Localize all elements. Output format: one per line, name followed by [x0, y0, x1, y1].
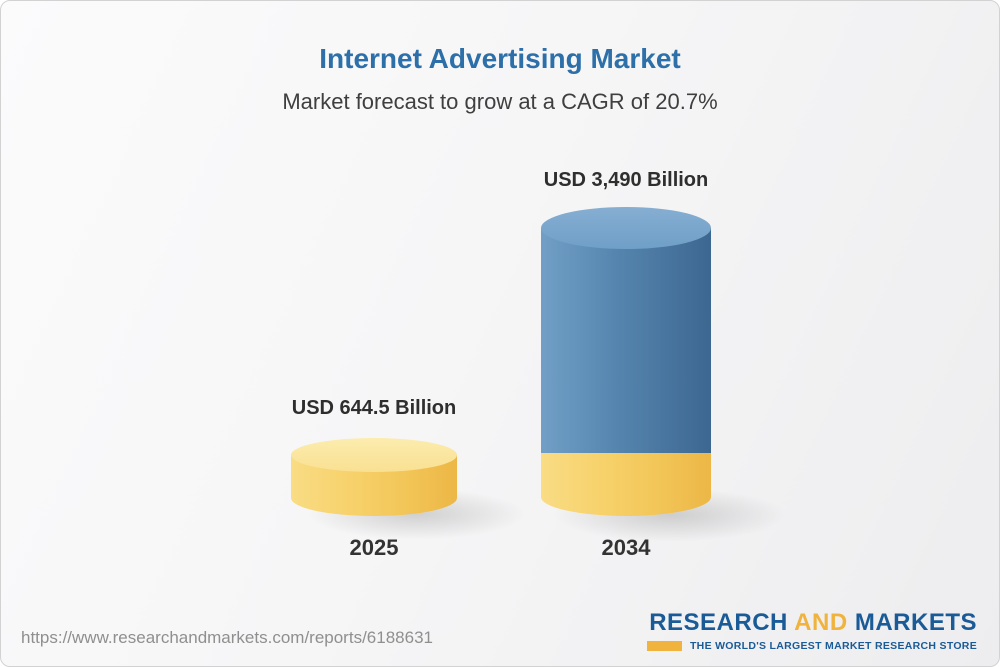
- chart-subtitle: Market forecast to grow at a CAGR of 20.…: [282, 89, 718, 114]
- bar-2025-cylinder: [291, 438, 457, 516]
- value-label-2025: USD 644.5 Billion: [291, 397, 457, 419]
- logo-gold-bar: [647, 641, 682, 651]
- bar-2034-cylinder-body: [541, 228, 711, 453]
- chart-title: Internet Advertising Market: [319, 43, 681, 74]
- logo-tagline-row: THE WORLD'S LARGEST MARKET RESEARCH STOR…: [647, 640, 977, 652]
- logo-tagline: THE WORLD'S LARGEST MARKET RESEARCH STOR…: [689, 640, 977, 652]
- bar-2034-cylinder: [541, 207, 711, 516]
- value-label-2034: USD 3,490 Billion: [543, 169, 709, 191]
- category-label-2025: 2025: [349, 535, 399, 560]
- report-url[interactable]: https://www.researchandmarkets.com/repor…: [21, 628, 433, 647]
- category-label-2034: 2034: [601, 535, 651, 560]
- research-and-markets-logo: RESEARCH AND MARKETS THE WORLD'S LARGEST…: [647, 609, 977, 652]
- logo-word-and: AND: [794, 609, 848, 636]
- logo-wordmark: RESEARCH AND MARKETS: [647, 609, 977, 637]
- bar-2034-cylinder-yellow-base: [541, 453, 711, 516]
- logo-word-research: RESEARCH: [649, 609, 788, 636]
- bar-2034-cylinder-top: [541, 207, 711, 249]
- logo-word-markets: MARKETS: [854, 609, 977, 636]
- bar-2025-cylinder-top: [291, 438, 457, 472]
